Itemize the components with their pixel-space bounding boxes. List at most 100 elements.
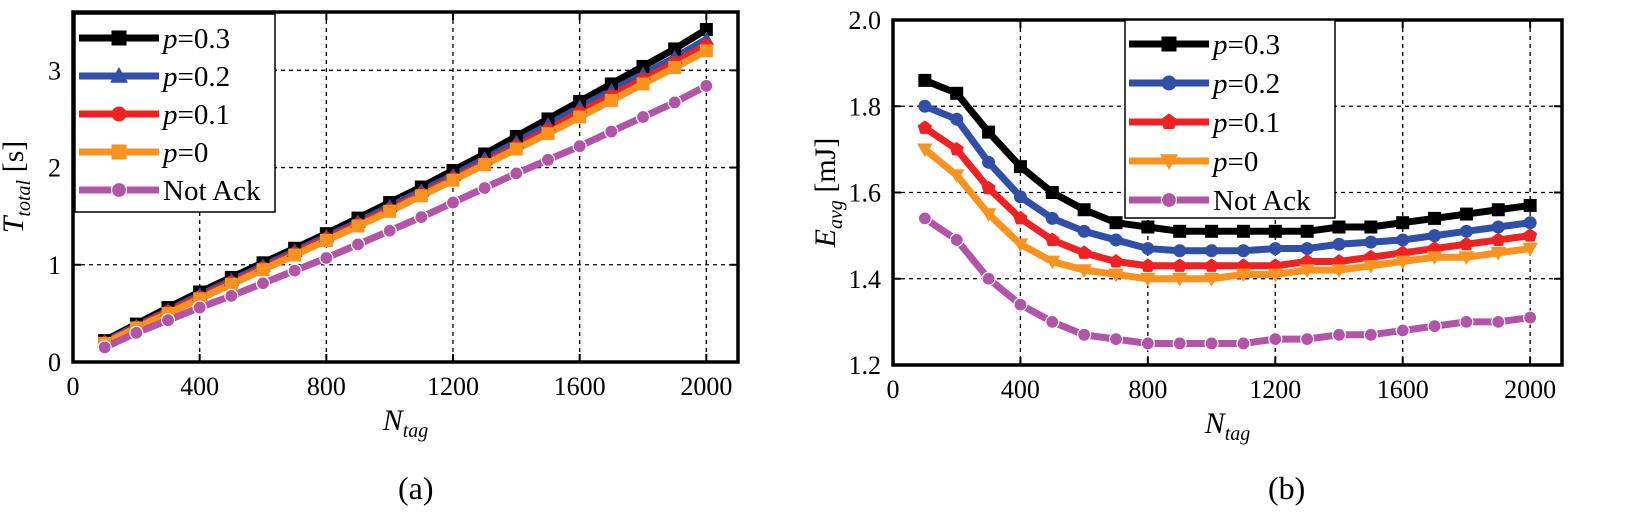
data-point (1459, 207, 1473, 221)
data-point (1171, 272, 1188, 287)
data-point (982, 155, 996, 169)
series-markers-4 (917, 211, 1538, 351)
data-point (636, 77, 650, 91)
data-point (1141, 242, 1155, 256)
data-point (1236, 258, 1251, 272)
data-point (446, 173, 460, 187)
data-point (635, 109, 651, 125)
data-point (1076, 264, 1092, 278)
data-point (1236, 244, 1250, 258)
data-point (950, 86, 964, 100)
data-point (1331, 264, 1347, 278)
data-point (288, 248, 302, 262)
data-point (1203, 272, 1220, 287)
x-tick-label: 1600 (1377, 375, 1429, 404)
ticks: 0 400 800 1200 1600 2000 1.2 1.4 1.6 1.8 2.0 (849, 6, 1562, 404)
data-point (917, 211, 932, 226)
data-point (1427, 241, 1442, 255)
legend-label-1: p=0.2 (161, 61, 230, 93)
legend-label-0: p=0.3 (1211, 29, 1280, 61)
data-point (1299, 264, 1315, 278)
data-point (351, 219, 365, 233)
data-point (1045, 232, 1060, 246)
data-point (1396, 233, 1410, 247)
data-point (981, 271, 996, 286)
data-point (1077, 224, 1091, 238)
data-point (1427, 319, 1442, 334)
data-point (477, 180, 492, 196)
data-point (1459, 224, 1473, 238)
legend-marker-3 (111, 144, 127, 160)
data-point (1364, 220, 1378, 234)
legend: p=0.3 p=0.2 p=0.1 p=0 Not Ack (74, 13, 276, 213)
x-tick-label: 800 (307, 372, 346, 401)
data-point (1012, 238, 1029, 253)
y-tick-label: 0 (48, 348, 61, 377)
data-point (1459, 314, 1474, 329)
series-group (917, 73, 1538, 351)
x-tick-label: 2000 (680, 372, 732, 401)
data-point (950, 112, 964, 126)
data-point (287, 263, 302, 278)
data-point (1428, 211, 1442, 225)
data-point (699, 78, 714, 93)
data-point (1363, 327, 1378, 342)
data-point (414, 210, 429, 225)
legend-label-4: Not Ack (1213, 185, 1311, 217)
x-tick-label: 1200 (1249, 375, 1301, 404)
data-point (383, 204, 397, 218)
data-point (1523, 310, 1538, 325)
y-axis-label: Eavg [mJ] (809, 138, 847, 249)
data-point (1491, 220, 1505, 234)
series-line-3 (922, 146, 1531, 283)
data-point (1109, 216, 1123, 230)
data-point (509, 142, 523, 156)
data-point (1109, 233, 1123, 247)
x-tick-label: 400 (180, 372, 219, 401)
data-point (949, 232, 964, 248)
data-point (1523, 216, 1537, 230)
data-point (1204, 336, 1219, 351)
data-point (509, 166, 524, 181)
data-point (1044, 255, 1061, 270)
series-markers-4 (97, 78, 714, 355)
data-point (414, 189, 428, 203)
data-point (1045, 186, 1059, 199)
data-point (604, 93, 618, 107)
data-point (1045, 314, 1060, 329)
data-point (1013, 190, 1027, 204)
data-point (1172, 336, 1187, 351)
series-markers-0 (918, 73, 1537, 238)
data-point (1045, 211, 1059, 225)
x-tick-label: 2000 (1504, 375, 1556, 404)
data-point (1236, 224, 1250, 238)
data-point (1396, 216, 1410, 230)
data-point (1108, 268, 1124, 283)
legend-marker-3 (1160, 154, 1178, 170)
legend: p=0.3 p=0.2 p=0.1 p=0 Not Ack (1124, 19, 1336, 219)
data-point (699, 23, 713, 36)
series-markers-3 (917, 143, 1538, 287)
data-point (1491, 232, 1506, 246)
data-point (1458, 251, 1475, 265)
y-tick-label: 1 (48, 251, 61, 280)
data-point (918, 73, 932, 87)
data-point (478, 158, 492, 172)
data-point (1491, 314, 1506, 329)
x-axis-label: Ntag (382, 404, 429, 442)
legend-marker-2 (1160, 113, 1178, 129)
legend-marker-4 (1160, 191, 1178, 209)
data-point (540, 152, 556, 167)
data-point (1522, 242, 1538, 257)
data-point (1141, 220, 1155, 234)
data-point (572, 139, 587, 154)
legend-label-2: p=0.1 (161, 99, 230, 131)
data-point (1205, 244, 1219, 258)
data-point (1428, 229, 1442, 243)
data-point (192, 300, 207, 315)
legend-label-1: p=0.2 (1211, 68, 1280, 100)
data-point (1332, 220, 1346, 234)
data-point (1363, 249, 1378, 264)
data-point (948, 169, 965, 184)
